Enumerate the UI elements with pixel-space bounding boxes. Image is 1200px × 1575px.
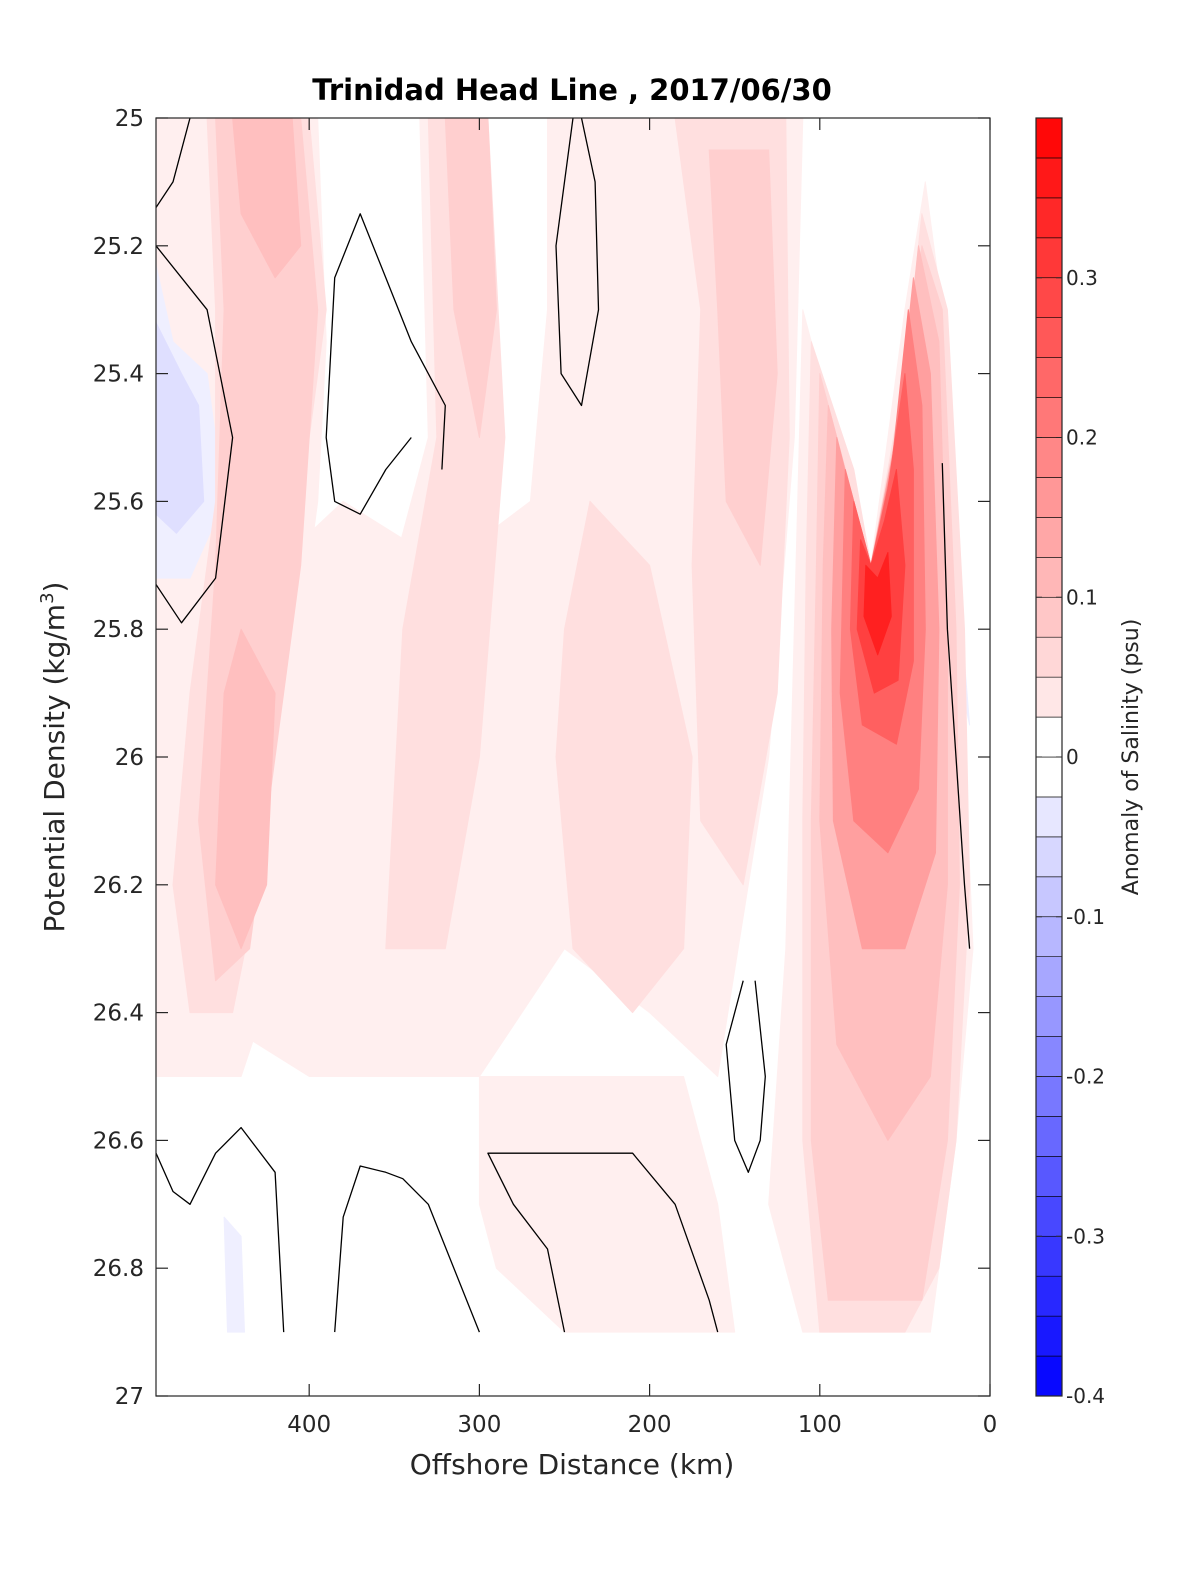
colorbar-swatch <box>1035 1355 1063 1397</box>
colorbar-swatch <box>1035 1235 1063 1277</box>
colorbar-swatch <box>1035 357 1063 398</box>
y-tick-label: 26.2 <box>93 873 144 899</box>
x-axis-title: Offshore Distance (km) <box>410 1448 735 1481</box>
colorbar-swatch <box>1035 876 1063 918</box>
zero-contour-line <box>555 118 600 407</box>
colorbar-swatch <box>1035 956 1063 997</box>
x-tick-label: 200 <box>628 1412 672 1438</box>
negative-anomaly-region <box>223 1216 245 1333</box>
anomaly-contour-fills <box>156 118 974 1333</box>
y-tick-label: 25.6 <box>93 489 144 515</box>
zero-contour-lines <box>156 118 971 1333</box>
zero-contour-line <box>156 118 191 208</box>
y-tick-label: 27 <box>115 1384 144 1410</box>
x-tick-label: 300 <box>457 1412 501 1438</box>
colorbar-swatch <box>1035 636 1063 678</box>
colorbar-swatch <box>1035 916 1063 957</box>
colorbar-swatch <box>1035 1036 1063 1077</box>
positive-anomaly-region <box>478 1076 736 1333</box>
y-axis-title-superscript: 3 <box>37 592 58 603</box>
positive-anomaly-region <box>555 500 693 1014</box>
zero-contour-line <box>725 980 766 1173</box>
positive-anomaly-region <box>444 118 497 438</box>
y-tick-label: 26.4 <box>93 1001 144 1027</box>
colorbar-swatch <box>1035 477 1063 518</box>
y-axis-title-tail: ) <box>38 582 71 593</box>
colorbar-swatch <box>1035 716 1063 758</box>
zero-contour-line <box>941 463 971 949</box>
colorbar-tick-label: 0.3 <box>1066 266 1098 290</box>
colorbar-swatch <box>1035 557 1063 598</box>
colorbar-swatch <box>1035 437 1063 478</box>
colorbar-ticks: 0.3 0.2 0.1 0 -0.1 -0.2 -0.3 -0.4 <box>1036 266 1105 1408</box>
colorbar-swatch <box>1035 796 1063 838</box>
y-tick-label: 25.8 <box>93 617 144 643</box>
colorbar-swatch <box>1035 1156 1063 1197</box>
colorbar-swatch <box>1035 836 1063 878</box>
colorbar-tick-label: 0.1 <box>1066 585 1098 609</box>
y-tick-label: 25.2 <box>93 234 144 260</box>
zero-contour-line <box>325 213 446 515</box>
positive-anomaly-region <box>215 628 276 950</box>
colorbar-title: Anomaly of Salinity (psu) <box>1119 619 1144 896</box>
y-tick-label: 25.4 <box>93 362 144 388</box>
colorbar-tick-label: 0.2 <box>1066 426 1098 450</box>
x-tick-label: 100 <box>798 1412 842 1438</box>
y-axis-title-main: Potential Density (kg/m <box>38 604 71 933</box>
colorbar-swatch <box>1035 1076 1063 1117</box>
colorbar-swatch <box>1035 596 1063 638</box>
colorbar-tick-label: -0.1 <box>1066 905 1105 929</box>
colorbar-tick-label: -0.3 <box>1066 1224 1105 1248</box>
y-tick-label: 25 <box>115 106 144 132</box>
colorbar-swatch <box>1035 317 1063 358</box>
colorbar-tick-label: -0.4 <box>1066 1384 1105 1408</box>
colorbar-swatch <box>1035 197 1063 239</box>
colorbar-swatch <box>1035 277 1063 318</box>
zero-contour-line <box>156 245 234 624</box>
x-tick-label: 0 <box>983 1412 998 1438</box>
positive-anomaly-region <box>708 149 778 566</box>
positive-anomaly-region <box>863 552 892 656</box>
axes: 400 300 200 100 0 25 25.2 25.4 25.6 25.8 26 26.2 26.… <box>93 106 998 1438</box>
colorbar-swatch <box>1035 1315 1063 1357</box>
colorbar-swatch <box>1035 756 1063 798</box>
positive-anomaly-region <box>232 118 302 279</box>
colorbar-tick-label: -0.2 <box>1066 1065 1105 1089</box>
colorbar-swatch <box>1035 676 1063 718</box>
y-axis-title: Potential Density (kg/m3) <box>37 582 71 933</box>
colorbar-swatch <box>1035 1275 1063 1317</box>
x-tick-label: 400 <box>287 1412 331 1438</box>
colorbar-tick-label: 0 <box>1066 745 1079 769</box>
zero-contour-line <box>487 1152 719 1333</box>
y-tick-label: 26.8 <box>93 1256 144 1282</box>
colorbar-swatch <box>1035 996 1063 1037</box>
colorbar-swatch <box>1035 117 1063 159</box>
colorbar-swatch <box>1035 1116 1063 1157</box>
chart-title: Trinidad Head Line , 2017/06/30 <box>312 73 832 107</box>
colorbar-swatch <box>1035 1196 1063 1237</box>
colorbar-swatch <box>1035 397 1063 438</box>
negative-anomaly-region <box>156 322 205 534</box>
zero-contour-line <box>334 1165 481 1333</box>
colorbar-swatch <box>1035 517 1063 558</box>
colorbar-swatch <box>1035 237 1063 279</box>
y-tick-label: 26 <box>115 745 144 771</box>
zero-contour-line <box>156 1126 285 1333</box>
colorbar-swatch <box>1035 157 1063 199</box>
y-tick-label: 26.6 <box>93 1128 144 1154</box>
